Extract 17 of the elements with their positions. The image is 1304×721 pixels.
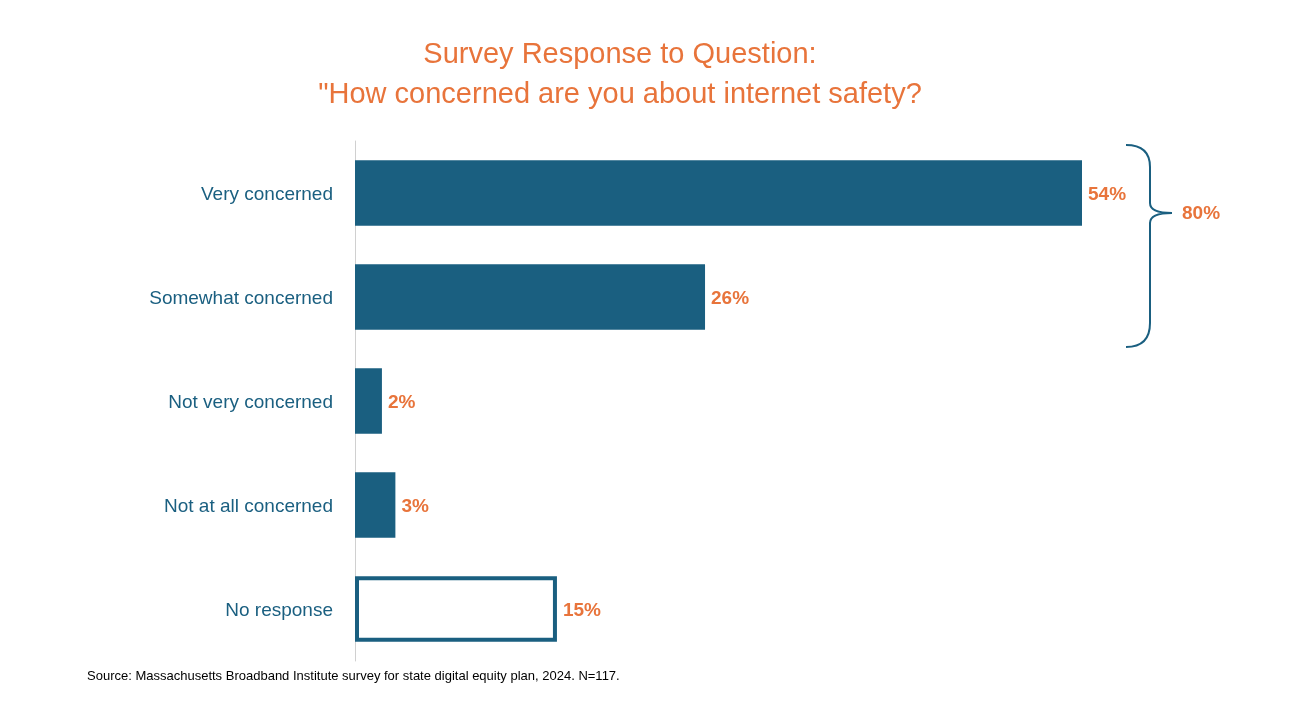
y-tick-label: Not very concerned (168, 390, 333, 412)
bar (355, 264, 706, 330)
y-tick-label: Very concerned (200, 182, 333, 204)
data-label: 2% (387, 390, 416, 412)
data-label: 3% (401, 494, 429, 516)
y-tick-label: No response (225, 598, 333, 620)
bar (355, 368, 382, 434)
data-label: 15% (562, 598, 602, 620)
data-label: 26% (711, 286, 750, 308)
chart-title: Survey Response to Question: "How concerned are you about internet safety? (318, 37, 922, 109)
y-tick-label: Somewhat concerned (149, 286, 333, 308)
bar (355, 472, 396, 538)
bar (355, 160, 1082, 226)
text: 80% (1182, 202, 1221, 224)
data-label: 54% (1088, 182, 1127, 204)
source-note: Source: Massachusetts Broadband Institute survey for state digital equity plan, 2024. N=117. (87, 668, 620, 683)
y-tick-label: Not at all concerned (164, 494, 333, 516)
